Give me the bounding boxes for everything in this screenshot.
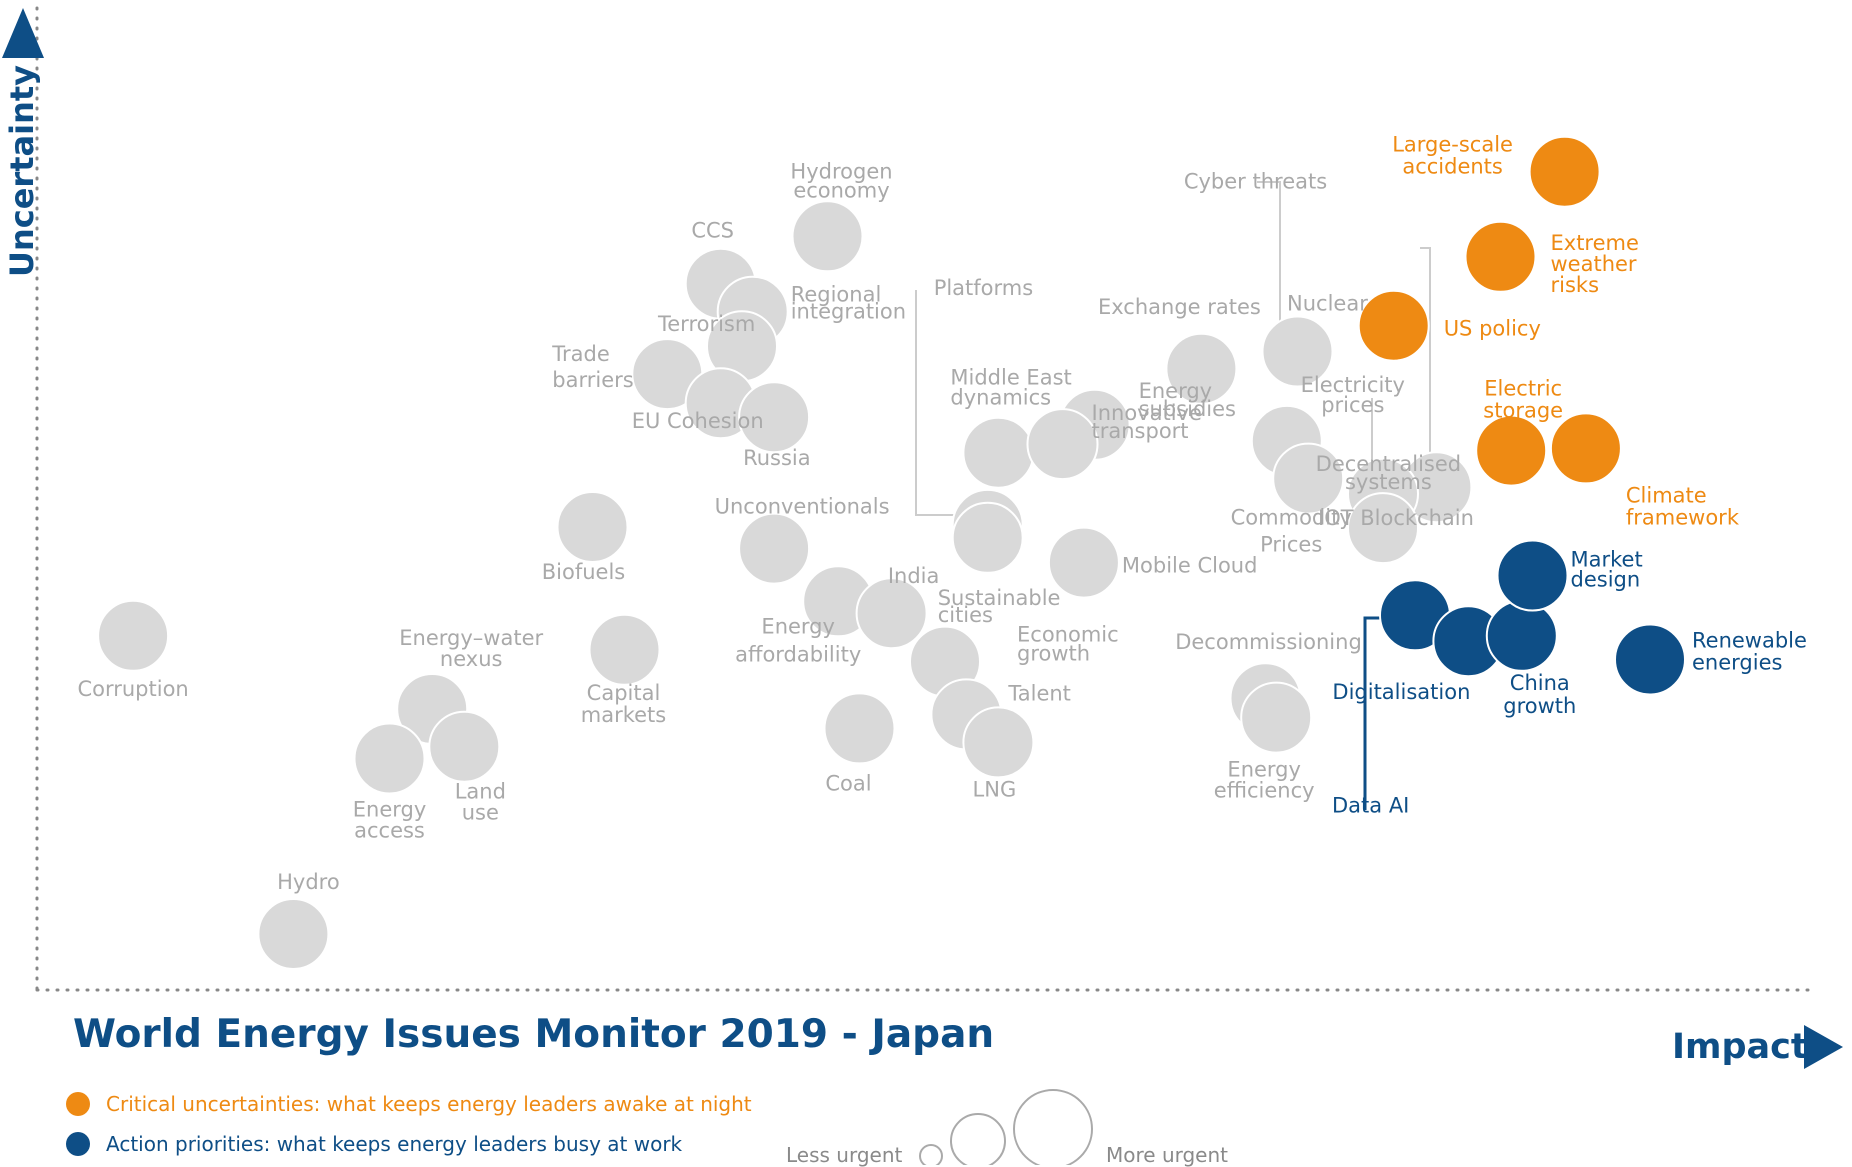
chart-title: World Energy Issues Monitor 2019 - Japan [73, 1012, 995, 1057]
bubble-energy-efficiency [1240, 681, 1313, 754]
label-regional-integration: Regional integration [791, 283, 906, 324]
label-decentralised-systems: Decentralised systems [1316, 452, 1461, 494]
bubble-market-design [1496, 539, 1569, 612]
bubble-russia [738, 381, 811, 454]
bubble-renewable-energies [1614, 623, 1686, 696]
label-large-scale-accidents: Large-scale accidents [1392, 133, 1513, 179]
label-exchange-rates: Exchange rates [1098, 295, 1261, 319]
label-capital-markets: Capital markets [581, 681, 666, 727]
label-energy-subsidies: Energy subsidies [1139, 379, 1236, 421]
bubble-commodity-prices [1272, 442, 1345, 515]
leader-data-ai [1363, 616, 1380, 810]
legend-critical: Critical uncertainties: what keeps energ… [66, 1092, 752, 1116]
chart-axes: Uncertainty [2, 6, 1843, 1069]
size-large-circle [1013, 1089, 1093, 1165]
label-nuclear: Nuclear [1287, 292, 1368, 316]
x-axis-arrow-icon [1804, 1025, 1843, 1069]
label-decommissioning: Decommissioning [1175, 630, 1362, 654]
label-energy-access: Energy access [353, 798, 427, 843]
label-market-design: Market design [1571, 548, 1643, 592]
y-axis-label: Uncertainty [3, 65, 41, 277]
bubble-iot-blockchain [1347, 492, 1419, 565]
bubble-extreme-weather-risks [1464, 220, 1537, 293]
label-digitalisation: Digitalisation [1332, 680, 1470, 704]
label-energy-efficiency: Energy efficiency [1214, 758, 1315, 803]
bubble-china-growth [1485, 599, 1558, 672]
leader-cyber-threats [1257, 181, 1281, 322]
orange-dot-icon [66, 1092, 90, 1116]
bubble-large-scale-accidents [1528, 135, 1601, 208]
label-renewable-energies: Renewable energies [1692, 629, 1807, 675]
label-commodity-prices: Commodity Prices [1231, 506, 1352, 557]
label-innovative-transport: Innovative transport [1092, 401, 1202, 443]
bubble-hydrogen-economy [791, 200, 864, 273]
bubble-lng [962, 706, 1035, 779]
label-coal: Coal [825, 771, 871, 795]
label-layer: Hydrogen economy CCS Regional integration Ter… [77, 133, 1806, 894]
bubble-hydro [257, 898, 330, 970]
label-hydro: Hydro [277, 870, 340, 894]
bubble-electric-storage [1475, 414, 1548, 487]
label-ccs: CCS [691, 219, 734, 243]
leader-decentralised-systems [1420, 247, 1431, 466]
bubble-coal [823, 692, 896, 765]
label-electricity-prices: Electricity prices [1301, 373, 1405, 417]
bubble-middle-east-dynamics [962, 416, 1035, 489]
label-platforms: Platforms [934, 276, 1034, 300]
bubble-innovative-transport [1026, 408, 1099, 481]
label-economic-growth: Economic growth [1017, 623, 1119, 666]
label-terrorism: Terrorism [657, 312, 755, 336]
label-iot-blockchain: IOT Blockchain [1318, 506, 1474, 530]
bubble-energy-access [353, 722, 426, 795]
legend-priorities: Action priorities: what keeps energy lea… [66, 1132, 682, 1156]
size-legend [919, 1089, 1093, 1165]
bubble-cyber-threats [1261, 315, 1334, 388]
bubble-capital-markets [588, 613, 661, 686]
label-middle-east-dynamics: Middle East dynamics [950, 366, 1071, 410]
label-lng: LNG [973, 777, 1017, 801]
label-electric-storage: Electric storage [1483, 377, 1563, 423]
label-climate-framework: Climate framework [1626, 483, 1740, 529]
bubble-layer [97, 135, 1686, 970]
label-india: India [888, 564, 940, 588]
bubble-corruption [97, 599, 170, 672]
size-medium-circle [950, 1113, 1006, 1165]
blue-dot-icon [66, 1132, 90, 1156]
label-land-use: Land use [455, 780, 506, 825]
bubble-unconventionals [738, 512, 811, 585]
y-axis-arrow-icon [2, 8, 44, 58]
bubble-biofuels [556, 491, 629, 563]
bubble-us-policy [1357, 289, 1430, 362]
label-china-growth: China growth [1503, 671, 1576, 718]
legend-priorities-label: Action priorities: what keeps energy lea… [106, 1132, 683, 1156]
less-urgent-label: Less urgent [786, 1143, 903, 1167]
label-extreme-weather-risks: Extreme weather risks [1551, 231, 1639, 297]
label-corruption: Corruption [77, 677, 188, 701]
more-urgent-label: More urgent [1106, 1143, 1229, 1167]
x-axis-label: Impact [1672, 1027, 1808, 1067]
bubble-land-use [428, 710, 501, 783]
label-sustainable-cities: Sustainable cities [938, 586, 1061, 627]
bubble-india [855, 577, 928, 650]
label-eu-cohesion: EU Cohesion [632, 409, 764, 433]
bubble-sustainable-cities [951, 501, 1024, 574]
label-us-policy: US policy [1444, 317, 1541, 341]
bubble-climate-framework [1549, 412, 1622, 485]
label-trade-barriers: Trade barriers [551, 342, 633, 392]
bubble-exchange-rates [1165, 332, 1238, 405]
label-cyber-threats: Cyber threats [1184, 170, 1327, 194]
label-talent: Talent [1007, 681, 1071, 705]
label-data-ai: Data AI [1332, 793, 1409, 817]
label-russia: Russia [743, 446, 811, 470]
label-energy-affordability: Energy affordability [735, 614, 861, 666]
label-unconventionals: Unconventionals [715, 495, 890, 519]
bubble-mobile-cloud [1047, 526, 1120, 599]
label-biofuels: Biofuels [542, 560, 626, 584]
label-energy-water-nexus: Energy–water nexus [399, 626, 543, 671]
label-hydrogen-economy: Hydrogen economy [790, 159, 892, 202]
label-mobile-cloud: Mobile Cloud [1122, 554, 1258, 578]
size-small-circle [919, 1144, 943, 1165]
legend-critical-label: Critical uncertainties: what keeps energ… [106, 1092, 752, 1116]
